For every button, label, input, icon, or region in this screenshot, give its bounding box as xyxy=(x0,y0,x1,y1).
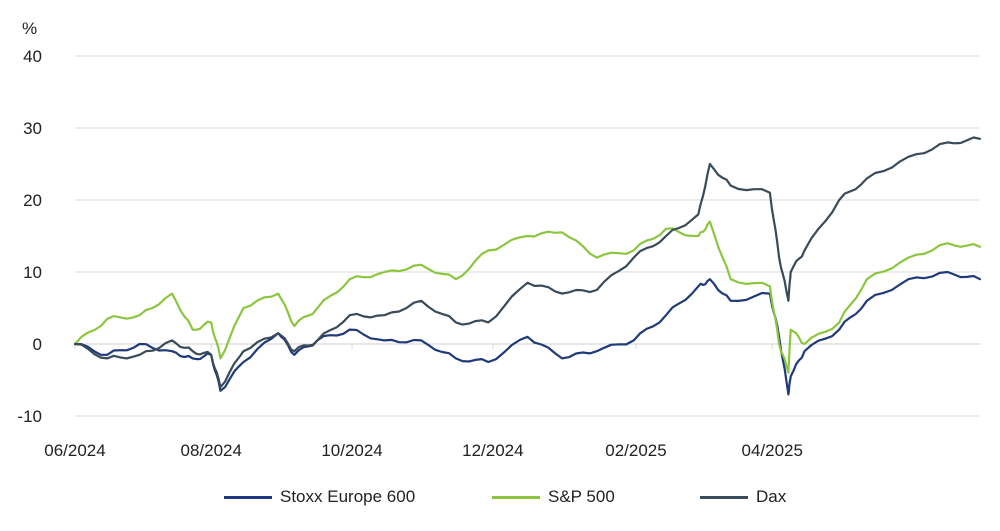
y-tick-label: 40 xyxy=(23,47,42,66)
x-axis-ticks: 06/2024 08/2024 10/2024 12/2024 02/2025 04/20… xyxy=(44,344,803,460)
series-lines xyxy=(73,136,982,396)
y-tick-label: 10 xyxy=(23,263,42,282)
x-tick-label: 10/2024 xyxy=(321,441,382,460)
series-line-stoxx-europe-600 xyxy=(73,270,982,396)
x-tick-label: 04/2025 xyxy=(741,441,802,460)
legend-item-dax: Dax xyxy=(700,482,786,512)
y-tick-label: 0 xyxy=(33,335,42,354)
x-tick-label: 08/2024 xyxy=(180,441,241,460)
legend-swatch-dax xyxy=(700,495,748,499)
gridlines xyxy=(75,55,980,417)
y-tick-label: -10 xyxy=(17,407,42,426)
legend-item-stoxx: Stoxx Europe 600 xyxy=(224,482,415,512)
x-tick-label: 12/2024 xyxy=(462,441,523,460)
legend-swatch-sp500 xyxy=(492,495,540,499)
legend-label-dax: Dax xyxy=(756,487,787,506)
legend-label-stoxx: Stoxx Europe 600 xyxy=(280,487,416,506)
y-axis-ticks: 40 30 20 10 0 -10 xyxy=(17,47,42,426)
y-axis-unit-label: % xyxy=(22,19,37,38)
series-line-s-p-500 xyxy=(73,220,982,374)
legend-label-sp500: S&P 500 xyxy=(548,487,615,506)
legend: Stoxx Europe 600 S&P 500 Dax xyxy=(0,482,1000,512)
y-tick-label: 20 xyxy=(23,191,42,210)
series-line-dax xyxy=(73,136,982,389)
x-tick-label: 02/2025 xyxy=(605,441,666,460)
legend-swatch-stoxx xyxy=(224,495,272,499)
y-tick-label: 30 xyxy=(23,119,42,138)
x-tick-label: 06/2024 xyxy=(44,441,105,460)
legend-item-sp500: S&P 500 xyxy=(492,482,615,512)
